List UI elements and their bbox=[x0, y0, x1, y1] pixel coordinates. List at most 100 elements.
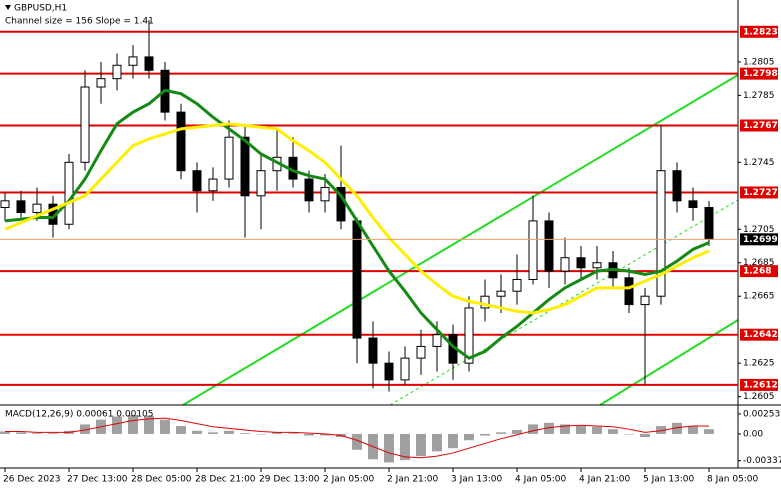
candle-body bbox=[368, 337, 378, 364]
candle-body bbox=[0, 200, 10, 209]
macd-bar bbox=[448, 433, 458, 449]
y-tick-label: -0.00337 bbox=[743, 456, 781, 466]
channel-upper bbox=[182, 74, 739, 406]
macd-bar bbox=[272, 432, 282, 434]
macd-bar bbox=[32, 433, 42, 434]
candle-body bbox=[320, 186, 330, 202]
x-tick-label: 29 Dec 13:00 bbox=[259, 475, 320, 485]
candle-body bbox=[128, 56, 138, 66]
x-tick-label: 26 Dec 2023 bbox=[3, 475, 61, 485]
candle-body bbox=[80, 86, 90, 163]
macd-bar bbox=[624, 433, 634, 435]
x-tick-label: 8 Jan 05:00 bbox=[707, 475, 759, 485]
macd-bar bbox=[512, 429, 522, 434]
level-label: 1.2727 bbox=[743, 188, 778, 198]
y-tick-label: 1.2805 bbox=[743, 57, 775, 67]
macd-bar bbox=[112, 416, 122, 434]
candle-body bbox=[240, 136, 250, 197]
candle-body bbox=[16, 200, 26, 214]
candle-body bbox=[432, 334, 442, 347]
macd-bar bbox=[240, 433, 250, 434]
macd-bar bbox=[480, 433, 490, 436]
chart-title: GBPUSD,H1 bbox=[14, 4, 67, 14]
level-label-box bbox=[740, 265, 778, 278]
macd-bar bbox=[576, 426, 586, 434]
level-label-box bbox=[740, 328, 778, 341]
x-tick-label: 28 Dec 05:00 bbox=[131, 475, 192, 485]
candle-body bbox=[640, 295, 650, 306]
macd-title: MACD(12,26,9) 0.00061 0.00105 bbox=[5, 410, 154, 420]
level-label: 1.2612 bbox=[743, 380, 778, 390]
candle-body bbox=[544, 220, 554, 272]
macd-bar bbox=[304, 433, 314, 436]
macd-bar bbox=[560, 424, 570, 434]
macd-bar bbox=[656, 426, 666, 434]
macd-bar bbox=[464, 433, 474, 441]
macd-bar bbox=[128, 414, 138, 434]
candle-body bbox=[656, 170, 666, 297]
candle-body bbox=[144, 56, 154, 71]
candle-body bbox=[176, 111, 186, 172]
candle-body bbox=[688, 200, 698, 209]
macd-bar bbox=[352, 433, 362, 450]
x-tick-label: 2 Jan 21:00 bbox=[387, 475, 439, 485]
macd-bar bbox=[384, 433, 394, 463]
symbol-icon bbox=[5, 5, 11, 10]
macd-bar bbox=[704, 429, 714, 434]
candle-body bbox=[64, 161, 74, 225]
y-tick-label: 1.2685 bbox=[743, 258, 775, 268]
macd-bar bbox=[0, 431, 10, 434]
x-tick-label: 28 Dec 21:00 bbox=[195, 475, 256, 485]
macd-bar bbox=[256, 433, 266, 435]
macd-bar bbox=[528, 424, 538, 434]
candle-body bbox=[208, 178, 218, 192]
x-tick-label: 3 Jan 13:00 bbox=[451, 475, 503, 485]
macd-bar bbox=[400, 433, 410, 461]
candle-body bbox=[704, 207, 714, 240]
level-label-box bbox=[740, 25, 778, 38]
x-tick-label: 5 Jan 13:00 bbox=[643, 475, 695, 485]
candle-body bbox=[112, 64, 122, 80]
level-label: 1.2798 bbox=[743, 69, 778, 79]
candle-body bbox=[528, 220, 538, 280]
level-label-box bbox=[740, 186, 778, 199]
candle-body bbox=[464, 307, 474, 364]
y-tick-label: 1.2625 bbox=[743, 359, 775, 369]
macd-bar bbox=[320, 433, 330, 436]
macd-bar bbox=[144, 415, 154, 434]
macd-bar bbox=[192, 430, 202, 434]
level-label-box bbox=[740, 119, 778, 132]
level-label: 1.2642 bbox=[743, 330, 778, 340]
candle-body bbox=[560, 257, 570, 272]
macd-bar bbox=[672, 422, 682, 434]
moving-average bbox=[4, 122, 710, 315]
macd-bar bbox=[288, 433, 298, 434]
macd-bar bbox=[416, 433, 426, 457]
candle-body bbox=[480, 295, 490, 309]
macd-bar bbox=[544, 422, 554, 434]
last-price-label: 1.2699 bbox=[743, 235, 778, 245]
candle-body bbox=[400, 357, 410, 381]
macd-bar bbox=[640, 433, 650, 438]
macd-signal bbox=[5, 417, 709, 459]
macd-bar bbox=[208, 432, 218, 434]
last-price-box bbox=[740, 233, 778, 246]
level-label-box bbox=[740, 378, 778, 391]
y-tick-label: 1.2745 bbox=[743, 158, 775, 168]
y-tick-label: 1.2665 bbox=[743, 292, 775, 302]
level-label: 1.2767 bbox=[743, 121, 778, 131]
y-tick-label: 1.2785 bbox=[743, 91, 775, 101]
level-label: 1.268 bbox=[743, 267, 771, 277]
macd-bar bbox=[16, 432, 26, 434]
candle-body bbox=[416, 345, 426, 359]
x-tick-label: 2 Jan 05:00 bbox=[323, 475, 375, 485]
y-tick-label: 0.00 bbox=[743, 429, 763, 439]
x-tick-label: 4 Jan 05:00 bbox=[515, 475, 567, 485]
macd-bar bbox=[176, 426, 186, 434]
candle-body bbox=[672, 170, 682, 202]
x-tick-label: 4 Jan 21:00 bbox=[579, 475, 631, 485]
candle-body bbox=[384, 362, 394, 381]
chart-subtitle: Channel size = 156 Slope = 1.41 bbox=[5, 17, 154, 27]
